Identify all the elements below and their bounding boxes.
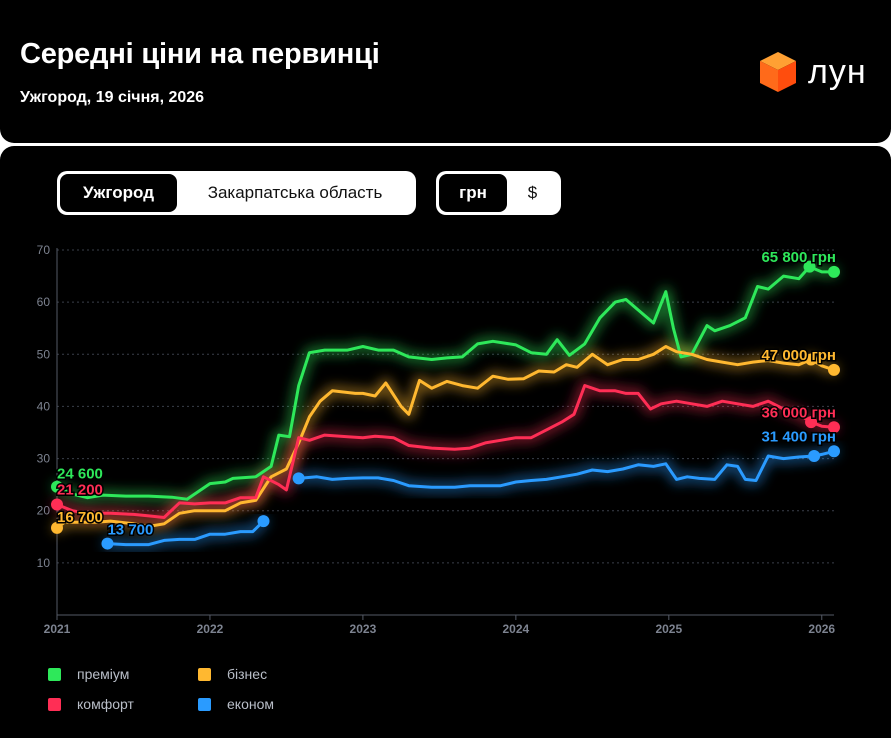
chart-grid: 10 20 30 40 50 60 70 2021 2022 2023 2024 2025 2026 bbox=[37, 243, 836, 636]
y-tick-label: 30 bbox=[37, 452, 51, 466]
x-tick-label: 2025 bbox=[655, 622, 682, 636]
x-tick-label: 2021 bbox=[44, 622, 71, 636]
econom-segment-end-point bbox=[257, 515, 270, 528]
header-card: Середні ціни на первинці Ужгород, 19 січ… bbox=[0, 0, 891, 143]
legend-item-premium[interactable]: преміум bbox=[48, 666, 129, 682]
econom-swatch bbox=[198, 697, 211, 711]
premium-end-point bbox=[828, 265, 840, 278]
tab-currency-uah[interactable]: грн bbox=[439, 174, 507, 212]
comfort-line bbox=[55, 384, 836, 519]
comfort-swatch bbox=[48, 697, 61, 711]
business-end-point bbox=[828, 363, 840, 376]
brand-logo[interactable]: лун bbox=[758, 50, 867, 94]
cube-icon bbox=[760, 52, 796, 92]
econom-start-label: 13 700 bbox=[107, 522, 153, 539]
econom-marker-point bbox=[808, 449, 821, 462]
legend-label-econom: економ bbox=[227, 696, 274, 712]
legend-item-business[interactable]: бізнес bbox=[198, 666, 267, 682]
business-end-label: 47 000 грн bbox=[761, 347, 836, 364]
x-tick-label: 2024 bbox=[503, 622, 530, 636]
y-tick-label: 20 bbox=[37, 504, 51, 518]
y-tick-label: 70 bbox=[37, 243, 51, 257]
legend-label-business: бізнес bbox=[227, 666, 268, 682]
econom-line bbox=[297, 449, 836, 489]
legend-label-premium: преміум bbox=[77, 666, 130, 682]
y-tick-label: 50 bbox=[37, 347, 51, 361]
page-title: Середні ціни на первинці bbox=[20, 38, 380, 70]
comfort-end-label: 36 000 грн bbox=[761, 404, 836, 421]
business-line bbox=[55, 345, 836, 530]
comfort-start-point bbox=[51, 498, 63, 511]
business-start-label: 16 700 bbox=[57, 509, 103, 526]
premium-end-label: 65 800 грн bbox=[761, 249, 836, 266]
tab-uzhhorod[interactable]: Ужгород bbox=[60, 174, 177, 212]
comfort-start-label: 21 200 bbox=[57, 481, 103, 498]
comfort-marker-point bbox=[805, 416, 818, 429]
econom-end-label: 31 400 грн bbox=[761, 428, 836, 445]
econom-end-point bbox=[828, 445, 840, 458]
chart-legend: преміум бізнес комфорт економ bbox=[48, 662, 448, 722]
logo-text: лун bbox=[808, 53, 867, 91]
tab-currency-usd[interactable]: $ bbox=[527, 183, 538, 202]
legend-label-comfort: комфорт bbox=[77, 696, 134, 712]
currency-toggle: грн $ bbox=[436, 171, 561, 215]
business-marker-point bbox=[805, 353, 818, 366]
legend-item-econom[interactable]: економ bbox=[198, 696, 274, 712]
econom-start-point bbox=[101, 537, 114, 550]
premium-line bbox=[55, 265, 836, 501]
premium-start-point bbox=[51, 480, 63, 493]
chart-card bbox=[0, 146, 891, 738]
business-swatch bbox=[198, 667, 211, 681]
econom-line bbox=[106, 519, 265, 547]
premium-start-label: 24 600 bbox=[57, 466, 103, 483]
tab-zakarpattia-region[interactable]: Закарпатська область bbox=[207, 183, 383, 202]
chart-glow bbox=[52, 262, 839, 550]
premium-swatch bbox=[48, 667, 61, 681]
x-tick-label: 2022 bbox=[197, 622, 224, 636]
y-tick-label: 60 bbox=[37, 295, 51, 309]
y-tick-label: 10 bbox=[37, 556, 51, 570]
legend-item-comfort[interactable]: комфорт bbox=[48, 696, 134, 712]
page-subtitle: Ужгород, 19 січня, 2026 bbox=[20, 89, 205, 106]
business-start-point bbox=[51, 521, 63, 534]
econom-line-glow bbox=[294, 446, 839, 492]
comfort-end-point bbox=[828, 421, 840, 434]
econom-segment-start-point bbox=[292, 472, 305, 485]
x-tick-label: 2026 bbox=[808, 622, 835, 636]
x-tick-label: 2023 bbox=[350, 622, 377, 636]
chart-lines bbox=[51, 260, 840, 550]
y-tick-label: 40 bbox=[37, 399, 51, 413]
premium-marker-point bbox=[803, 260, 816, 273]
region-toggle: Ужгород Закарпатська область bbox=[57, 171, 416, 215]
chart-labels: 24 600 65 800 грн 16 700 47 000 грн 21 200 36… bbox=[56, 247, 838, 540]
